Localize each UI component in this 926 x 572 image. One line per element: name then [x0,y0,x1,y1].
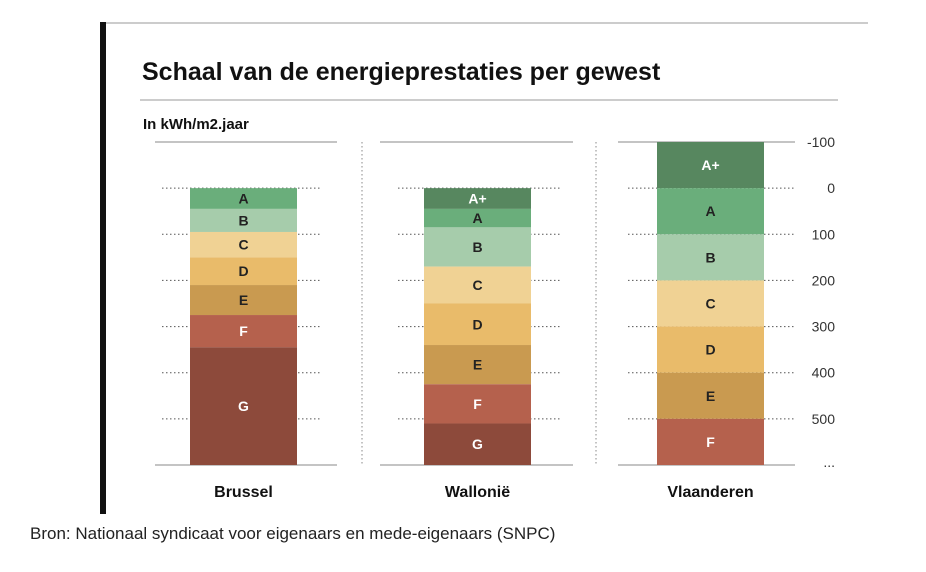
band-label: D [238,263,248,279]
band-label: A [238,191,248,207]
band-label: D [472,316,482,332]
band-label: B [472,239,482,255]
y-tick-label: -100 [807,134,835,150]
band-f [190,315,297,348]
band-label: E [239,292,248,308]
column-labels: Brussel Wallonië Vlaanderen [214,484,753,501]
y-tick-label: 0 [827,180,835,196]
left-frame-bar [100,22,106,514]
band-c [424,266,531,304]
column-label: Brussel [214,484,273,501]
band-g [424,423,531,465]
band-label: B [705,249,715,265]
band-c [190,231,297,258]
band-label: F [706,434,715,450]
band-label: C [238,237,248,253]
band-f [424,384,531,424]
chart-title: Schaal van de energieprestaties per gewe… [142,58,661,86]
band-e [190,285,297,316]
band-aplus [657,142,764,189]
band-label: G [472,436,483,452]
band-b [190,208,297,232]
band-label: F [473,396,482,412]
band-a [190,188,297,209]
y-tick-label: 500 [812,411,836,427]
y-tick-label: 100 [812,226,836,242]
band-c [657,280,764,327]
column-label: Wallonië [445,484,510,501]
band-a [657,188,764,235]
band-g [190,347,297,465]
band-d [657,326,764,373]
y-tick-label: 300 [812,319,836,335]
band-b [424,227,531,267]
band-label: G [238,398,249,414]
band-label: E [706,388,715,404]
band-label: B [238,212,248,228]
band-f [657,418,764,465]
band-aplus [424,188,531,209]
band-label: D [705,342,715,358]
band-d [190,257,297,286]
band-e [657,372,764,419]
source-note: Bron: Nationaal syndicaat voor eigenaars… [30,524,556,543]
column-label: Vlaanderen [667,484,753,501]
band-label: A [472,210,482,226]
band-b [657,234,764,281]
y-axis-ticks: -100 0 100 200 300 400 500... [807,134,835,470]
y-tick-label: ... [823,454,835,470]
band-a [424,208,531,228]
band-label: A+ [468,191,486,207]
unit-label: In kWh/m2.jaar [143,116,249,133]
band-label: A [705,203,715,219]
band-label: A+ [701,157,719,173]
band-label: E [473,357,482,373]
y-tick-label: 200 [812,272,836,288]
band-label: C [472,277,482,293]
band-e [424,345,531,385]
band-d [424,303,531,346]
band-label: F [239,323,248,339]
y-tick-label: 400 [812,365,836,381]
band-label: C [705,296,715,312]
